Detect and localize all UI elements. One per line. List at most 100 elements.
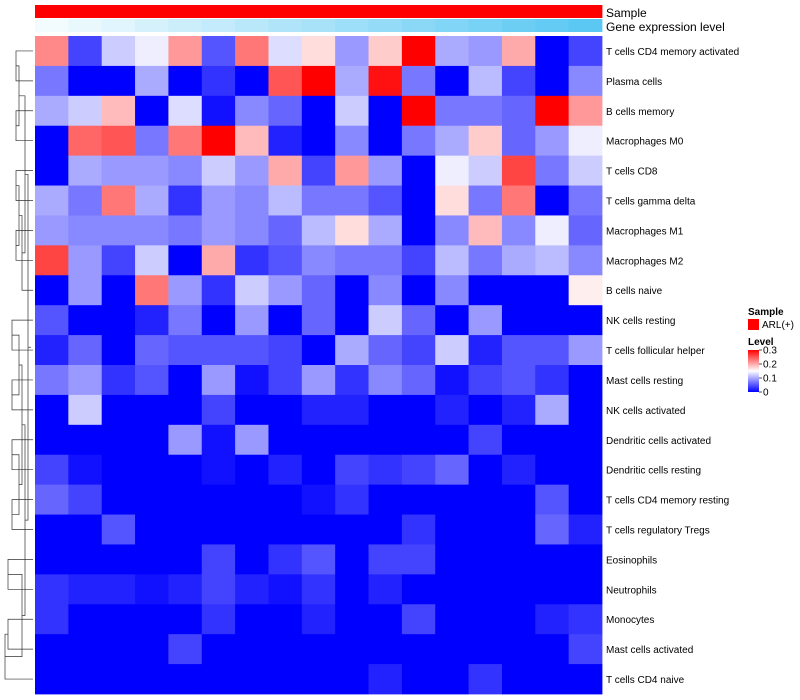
heatmap-cell [468, 275, 503, 306]
sample-annotation-cell [335, 5, 369, 18]
heatmap-cell [568, 365, 603, 396]
heatmap-cell [168, 664, 203, 695]
heatmap-cell [101, 544, 136, 575]
heatmap-cell [268, 245, 303, 276]
legend-tick-label: 0.1 [763, 374, 777, 385]
heatmap-cell [301, 155, 336, 186]
sample-annotation-cell [168, 5, 203, 18]
heatmap-cell [435, 664, 469, 695]
heatmap-cell [235, 574, 269, 605]
heatmap-cell [268, 185, 303, 216]
heatmap-cell [468, 454, 503, 486]
heatmap-cell [301, 275, 336, 306]
heatmap-cell [35, 36, 69, 67]
heatmap-cell [301, 634, 336, 665]
heatmap-cell [535, 125, 570, 157]
heatmap-cell [235, 125, 269, 157]
heatmap-cell [468, 185, 503, 216]
sample-annotation-cell [401, 5, 436, 18]
heatmap-cell [235, 394, 269, 426]
heatmap-cell [568, 245, 603, 276]
row-label: T cells CD4 memory resting [606, 496, 729, 507]
heatmap-cell [135, 36, 169, 67]
dendrogram-branch [19, 215, 33, 291]
heatmap-cell [368, 155, 403, 186]
heatmap-cell [235, 514, 269, 545]
heatmap-cell [401, 305, 436, 336]
heatmap-cell [168, 36, 203, 67]
heatmap-cell [168, 424, 203, 456]
heatmap-cell [335, 574, 369, 605]
heatmap-cell [268, 305, 303, 336]
heatmap-cell [568, 335, 603, 366]
heatmap-cell [201, 245, 236, 276]
dendrogram-branch [7, 618, 33, 650]
heatmap-cell [468, 36, 503, 67]
heatmap-cell [235, 155, 269, 186]
heatmap-cell [68, 275, 103, 306]
heatmap-cell [201, 544, 236, 575]
heatmap-cell [368, 305, 403, 336]
heatmap-cell [101, 245, 136, 276]
heatmap-cell [201, 185, 236, 216]
heatmap-cell [101, 394, 136, 426]
heatmap-cell [435, 484, 469, 515]
heatmap-cell [68, 604, 103, 635]
row-label: Macrophages M0 [606, 137, 684, 148]
heatmap-cell [68, 365, 103, 396]
heatmap-cell [268, 664, 303, 695]
heatmap-cell [35, 185, 69, 216]
heatmap-cell [235, 95, 269, 127]
heatmap-cell [168, 394, 203, 426]
heatmap-cell [468, 95, 503, 127]
heatmap-cell [35, 514, 69, 545]
heatmap-cell [568, 95, 603, 127]
heatmap-cell [301, 544, 336, 575]
heatmap-cell [301, 664, 336, 695]
heatmap-cell [68, 664, 103, 695]
heatmap-cell [368, 454, 403, 486]
heatmap-cell [335, 454, 369, 486]
heatmap-cell [35, 604, 69, 635]
heatmap-cell [368, 335, 403, 366]
heatmap-cell [401, 394, 436, 426]
heatmap-cell [501, 95, 536, 127]
heatmap-cell [335, 634, 369, 665]
heatmap-cell [68, 574, 103, 605]
expression-annotation-cell [68, 19, 103, 32]
heatmap-cell [235, 305, 269, 336]
legend-sample-entry: ARL(+) [762, 320, 794, 331]
heatmap-cell [501, 424, 536, 456]
heatmap-cell [501, 65, 536, 97]
heatmap-cell [135, 125, 169, 157]
row-label: T cells follicular helper [606, 346, 705, 357]
row-label: T cells CD4 memory activated [606, 47, 739, 58]
heatmap-cell [568, 484, 603, 515]
heatmap-cell [201, 454, 236, 486]
heatmap-cell [35, 95, 69, 127]
heatmap-cell [401, 664, 436, 695]
heatmap-cell [235, 245, 269, 276]
heatmap-cell [135, 365, 169, 396]
heatmap-cell [335, 365, 369, 396]
heatmap-cell [435, 335, 469, 366]
heatmap-cell [335, 155, 369, 186]
heatmap-cell [235, 36, 269, 67]
heatmap-cell [268, 215, 303, 246]
heatmap-cell [68, 424, 103, 456]
heatmap-cell [335, 544, 369, 575]
heatmap-cell [435, 215, 469, 246]
heatmap-cell [201, 664, 236, 695]
heatmap-cell [201, 514, 236, 545]
heatmap-cell [268, 95, 303, 127]
heatmap-cell [335, 484, 369, 515]
heatmap-cell [235, 664, 269, 695]
heatmap-cell [201, 275, 236, 306]
heatmap-cell [268, 544, 303, 575]
dendrogram-branch [12, 454, 20, 515]
heatmap-cell [201, 335, 236, 366]
heatmap-cell [101, 574, 136, 605]
heatmap-cell [568, 185, 603, 216]
heatmap-cell [268, 335, 303, 366]
heatmap-cell [168, 365, 203, 396]
